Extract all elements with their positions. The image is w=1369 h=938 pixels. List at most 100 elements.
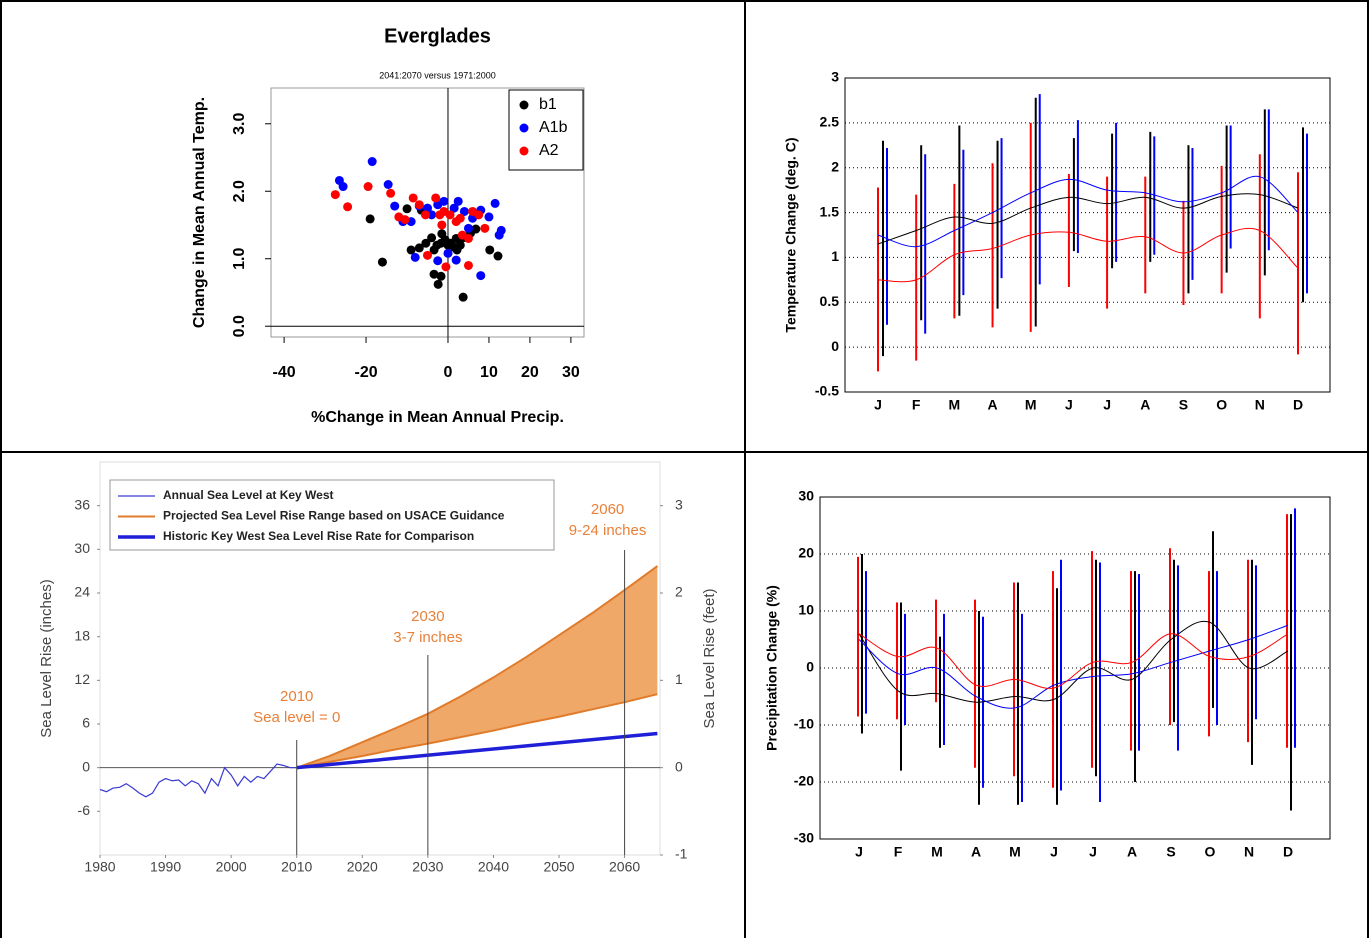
scatter-point [451, 255, 461, 265]
y-axis-label: Sea Level Rise (inches) [38, 579, 55, 737]
scatter-point [390, 201, 400, 211]
x-tick-label: N [1255, 397, 1265, 413]
legend-marker [519, 146, 529, 156]
y-tick-label: -6 [78, 802, 91, 818]
x-tick-label: J [855, 844, 863, 860]
scatter-point [494, 230, 504, 240]
scatter-point [338, 182, 348, 192]
scatter-point [410, 252, 420, 262]
x-tick-label: S [1179, 397, 1188, 413]
scatter-point [455, 213, 465, 223]
x-tick-label: 2030 [412, 859, 443, 875]
mean-line [858, 620, 1289, 703]
y-tick-label: 1 [831, 248, 839, 264]
y-tick-label: -10 [794, 716, 814, 732]
y-tick-label: 2 [831, 158, 839, 174]
scatter-point [474, 210, 484, 220]
x-tick-label: M [1009, 844, 1021, 860]
annotation-text: 9-24 inches [569, 522, 647, 539]
scatter-point [439, 196, 449, 206]
scatter-point [449, 203, 459, 213]
x-tick-label: 1980 [84, 859, 115, 875]
legend-label: b1 [539, 96, 557, 113]
y2-axis-label: Sea Level Rise (feet) [701, 588, 718, 728]
legend-label: A2 [539, 142, 559, 159]
x-tick-label: F [894, 844, 903, 860]
legend-label: A1b [539, 119, 568, 136]
x-tick-label: J [1065, 397, 1073, 413]
x-tick-label: 2000 [216, 859, 247, 875]
scatter-point [408, 193, 418, 203]
annotation-text: Sea level = 0 [253, 709, 340, 726]
x-tick-label: J [1089, 844, 1097, 860]
x-tick-label: 1990 [150, 859, 181, 875]
range-low [296, 693, 658, 769]
plot-frame [270, 87, 585, 338]
scatter-point [433, 279, 443, 289]
scatter-point [437, 229, 447, 239]
y2-tick-label: -1 [675, 846, 688, 862]
x-tick-label: D [1283, 844, 1293, 860]
scatter-point [429, 269, 439, 279]
x-tick-label: 2060 [609, 859, 640, 875]
scatter-point [421, 238, 431, 248]
scatter-point [484, 212, 494, 222]
y-tick-label: 3 [831, 69, 839, 85]
scatter-point [443, 248, 453, 258]
scatter-point [330, 190, 340, 200]
y-axis-label: Temperature Change (deg. C) [783, 138, 799, 333]
scatter-point [377, 257, 387, 267]
x-tick-label: 2040 [478, 859, 509, 875]
y-tick-label: -0.5 [815, 383, 839, 399]
y-tick-label: 3.0 [231, 113, 248, 135]
legend-box [109, 479, 555, 551]
y-tick-label: -30 [794, 830, 814, 846]
y-tick-label: 20 [798, 545, 814, 561]
y-tick-label: 36 [74, 496, 90, 512]
scatter-point [363, 182, 373, 192]
x-tick-label: 2010 [281, 859, 312, 875]
mean-line [858, 624, 1289, 709]
y-tick-label: 30 [74, 540, 90, 556]
scatter-point [455, 240, 465, 250]
x-tick-label: 2050 [543, 859, 574, 875]
range-band [296, 566, 658, 768]
scatter-point [343, 202, 353, 212]
series-line [99, 763, 297, 798]
scatter-point [400, 215, 410, 225]
x-tick-label: A [987, 397, 997, 413]
scatter-point [423, 203, 432, 213]
plot-frame [819, 496, 1331, 840]
y-tick-label: 6 [82, 715, 90, 731]
x-tick-label: O [1205, 844, 1216, 860]
mean-line [877, 193, 1299, 245]
x-tick-label: J [1050, 844, 1058, 860]
y-tick-label: 0 [806, 659, 814, 675]
x-tick-label: A [1127, 844, 1137, 860]
scatter-point [485, 245, 495, 255]
scatter-point [458, 292, 468, 302]
x-tick-label: -20 [354, 364, 377, 381]
y2-tick-label: 0 [675, 758, 683, 774]
x-tick-label: 20 [521, 364, 539, 381]
y-tick-label: 0 [82, 758, 90, 774]
scatter-point [427, 233, 437, 243]
mean-line [858, 633, 1289, 689]
y-tick-label: -20 [794, 773, 814, 789]
plot-frame [844, 77, 1331, 393]
scatter-point [383, 179, 393, 189]
scatter-point [437, 220, 447, 230]
y2-tick-label: 3 [675, 496, 683, 512]
legend-label: Projected Sea Level Rise Range based on … [163, 509, 505, 523]
scatter-point [441, 262, 451, 272]
scatter-point [406, 245, 416, 255]
scatter-point [436, 271, 446, 281]
y-tick-label: 18 [74, 627, 90, 643]
scatter-point [386, 188, 396, 198]
scatter-point [414, 200, 424, 210]
legend-label: Annual Sea Level at Key West [163, 488, 334, 502]
y-tick-label: 2.0 [231, 180, 248, 202]
x-tick-label: M [931, 844, 943, 860]
